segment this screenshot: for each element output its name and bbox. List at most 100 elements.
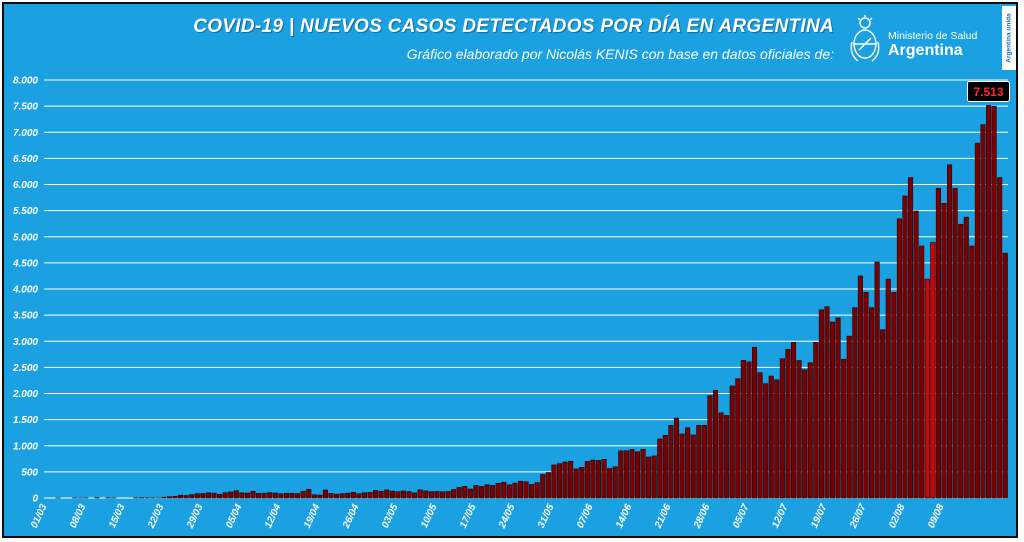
- bar: [540, 474, 546, 499]
- y-tick-label: 5.500: [13, 206, 38, 217]
- x-tick-label: 26/04: [341, 502, 362, 531]
- bar: [818, 309, 824, 499]
- y-tick-label: 1.000: [13, 441, 38, 452]
- bar: [239, 492, 245, 499]
- bar: [373, 490, 379, 499]
- y-tick-label: 4.000: [12, 285, 38, 296]
- x-tick-label: 31/05: [536, 502, 557, 530]
- bar: [467, 488, 473, 499]
- bar: [244, 492, 250, 499]
- bar: [573, 468, 579, 499]
- bar: [712, 390, 719, 499]
- bar: [334, 493, 340, 499]
- bar: [189, 494, 195, 499]
- bar: [534, 482, 540, 499]
- bar: [668, 425, 674, 499]
- bar: [283, 492, 289, 499]
- bar: [969, 245, 975, 499]
- bar: [757, 372, 763, 499]
- bar: [423, 490, 429, 499]
- bar: [796, 360, 802, 499]
- bar: [718, 412, 724, 499]
- bar: [445, 491, 451, 499]
- bar: [456, 487, 462, 499]
- y-tick-label: 7.000: [13, 128, 38, 139]
- bar: [194, 493, 200, 499]
- bar: [673, 417, 680, 499]
- bar: [233, 490, 239, 499]
- bar-chart: 0 500 1.000 1.500 2.000 2.500 3.000 3.500 4.000 4…: [12, 76, 1010, 531]
- bar: [829, 321, 836, 499]
- bar: [250, 490, 256, 499]
- bar: [640, 449, 646, 499]
- bar: [913, 210, 919, 499]
- bar: [612, 466, 618, 499]
- bar: [211, 492, 217, 499]
- bar: [997, 177, 1003, 499]
- x-tick-label: 26/07: [848, 502, 869, 531]
- bar: [885, 278, 891, 499]
- bar: [350, 492, 356, 499]
- bar: [908, 177, 914, 499]
- bar: [696, 425, 702, 499]
- bar: [328, 493, 334, 499]
- bar: [595, 460, 602, 499]
- bar: [501, 481, 507, 499]
- bar: [802, 369, 808, 499]
- bar: [523, 481, 529, 499]
- bar: [256, 493, 262, 499]
- bar: [205, 492, 211, 499]
- bar: [629, 449, 635, 499]
- y-tick-label: 500: [21, 467, 38, 478]
- bar: [172, 495, 178, 499]
- bar: [295, 493, 301, 499]
- bar: [395, 491, 401, 499]
- x-tick-label: 10/05: [419, 502, 440, 530]
- bar: [178, 494, 184, 499]
- y-tick-label: 6.000: [13, 180, 38, 191]
- logo-country-text: Argentina: [888, 42, 963, 59]
- bar: [746, 361, 752, 499]
- bar: [1002, 252, 1008, 499]
- x-tick-label: 17/05: [458, 502, 479, 530]
- bar: [863, 292, 869, 499]
- x-tick-label: 22/03: [146, 502, 167, 531]
- bar: [412, 492, 418, 499]
- bar: [473, 485, 479, 499]
- bar: [272, 492, 278, 499]
- bar: [200, 493, 206, 499]
- x-tick-label: 14/06: [614, 502, 635, 530]
- x-tick-label: 15/03: [107, 502, 128, 530]
- bar: [651, 455, 657, 499]
- x-tick-label: 07/06: [575, 502, 596, 530]
- bar: [707, 395, 713, 499]
- logo-ministry-text: Ministerio de Salud: [888, 30, 978, 42]
- bar: [183, 495, 189, 499]
- bar: [400, 490, 407, 499]
- x-tick-label: 02/08: [887, 502, 908, 530]
- bar: [551, 464, 557, 499]
- bar: [634, 451, 641, 499]
- y-tick-label: 2.500: [12, 363, 38, 374]
- bar: [495, 483, 501, 499]
- y-tick-label: 5.000: [13, 232, 38, 243]
- bar: [618, 450, 624, 499]
- bar: [735, 378, 741, 499]
- bar: [378, 491, 384, 499]
- bar: [451, 489, 457, 499]
- bar: [941, 203, 947, 499]
- x-tick-label: 29/03: [185, 502, 206, 531]
- bar: [228, 491, 234, 499]
- x-tick-label: 19/07: [809, 502, 830, 530]
- bar: [406, 491, 412, 499]
- bar: [724, 415, 730, 499]
- y-tick-label: 0: [32, 494, 38, 505]
- bar: [517, 480, 524, 499]
- bar: [506, 484, 512, 499]
- y-tick-label: 1.500: [13, 415, 38, 426]
- bar: [512, 482, 518, 499]
- x-tick-label: 08/03: [68, 502, 89, 530]
- bar: [311, 494, 317, 499]
- bar: [779, 358, 785, 499]
- bar: [417, 489, 423, 499]
